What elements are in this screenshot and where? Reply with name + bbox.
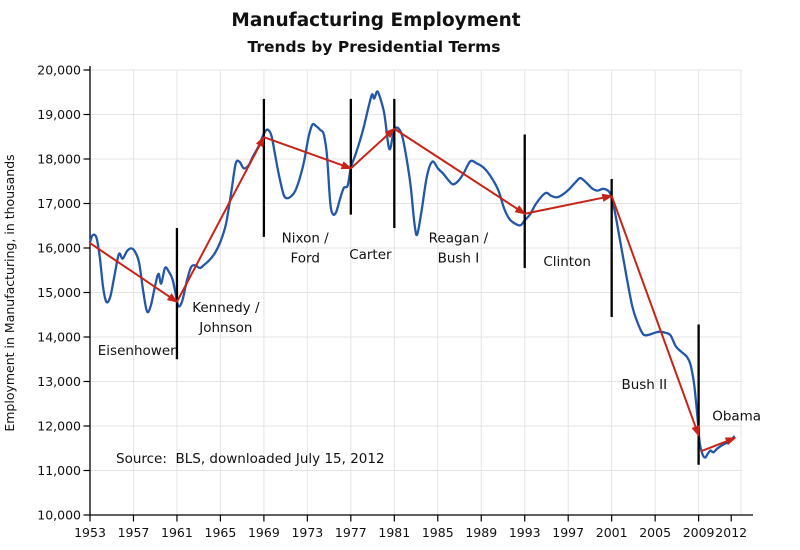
x-tick-label: 2005 <box>639 525 671 540</box>
x-tick-label: 2012 <box>715 525 747 540</box>
y-axis-title: Employment in Manufacturing, in thousand… <box>2 154 17 431</box>
x-tick-label: 1969 <box>248 525 280 540</box>
y-tick-label: 13,000 <box>37 374 81 389</box>
trend-arrow-nixon-ford <box>263 136 353 170</box>
y-tick-label: 18,000 <box>37 152 81 167</box>
trend-arrow-kennedy-johnson <box>176 135 265 303</box>
president-label-carter: Carter <box>349 247 392 263</box>
y-tick-label: 11,000 <box>37 463 81 478</box>
x-tick-label: 1985 <box>422 525 454 540</box>
x-tick-label: 1997 <box>552 525 584 540</box>
x-tick-label: 1989 <box>465 525 497 540</box>
data-series <box>88 90 736 459</box>
y-tick-label: 16,000 <box>37 241 81 256</box>
gridlines <box>90 69 742 515</box>
y-tick-label: 10,000 <box>37 508 81 523</box>
trend-arrows <box>89 127 737 453</box>
y-tick-label: 17,000 <box>37 196 81 211</box>
x-tick-label: 1953 <box>74 525 106 540</box>
y-tick-label: 20,000 <box>37 63 81 78</box>
x-tick-label: 2009 <box>683 525 715 540</box>
president-label-reagan-bush-i: Reagan / Bush I <box>429 230 489 266</box>
x-tick-label: 1973 <box>291 525 323 540</box>
x-tick-label: 2001 <box>596 525 628 540</box>
axes: 10,000 11,000 12,000 13,000 14,000 15,000 16,0… <box>37 63 753 540</box>
y-tick-label: 12,000 <box>37 419 81 434</box>
chart-subtitle: Trends by Presidential Terms <box>247 38 500 56</box>
x-tick-label: 1957 <box>118 525 150 540</box>
term-separators <box>175 98 700 465</box>
x-tick-label: 1961 <box>161 525 193 540</box>
source-note: Source: BLS, downloaded July 15, 2012 <box>116 451 385 467</box>
president-label-clinton: Clinton <box>543 254 591 270</box>
chart-title: Manufacturing Employment <box>231 10 520 31</box>
y-tick-label: 19,000 <box>37 107 81 122</box>
president-labels: Eisenhower Kennedy / Johnson Nixon / Ford Car… <box>98 230 761 424</box>
x-tick-label: 1981 <box>378 525 410 540</box>
employment-line <box>88 90 736 459</box>
y-tick-label: 15,000 <box>37 285 81 300</box>
trend-arrow-reagan-bush-i <box>393 127 527 215</box>
trend-arrow-carter <box>350 127 396 170</box>
president-label-eisenhower: Eisenhower <box>98 343 176 359</box>
x-tick-label: 1993 <box>509 525 541 540</box>
x-tick-label: 1977 <box>335 525 367 540</box>
president-label-kennedy-johnson: Kennedy / Johnson <box>192 300 260 336</box>
y-tick-label: 14,000 <box>37 330 81 345</box>
trend-arrow-bush-ii <box>610 195 700 437</box>
trend-arrow-clinton <box>524 193 614 215</box>
x-tick-label: 1965 <box>205 525 237 540</box>
president-label-obama: Obama <box>712 408 761 424</box>
trend-arrow-obama <box>700 437 737 453</box>
trend-arrow-eisenhower <box>89 242 179 303</box>
president-label-bush-ii: Bush II <box>621 377 667 393</box>
president-label-nixon-ford: Nixon / Ford <box>282 230 330 266</box>
